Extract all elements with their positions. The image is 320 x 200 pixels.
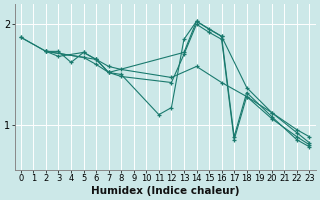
X-axis label: Humidex (Indice chaleur): Humidex (Indice chaleur) (91, 186, 239, 196)
